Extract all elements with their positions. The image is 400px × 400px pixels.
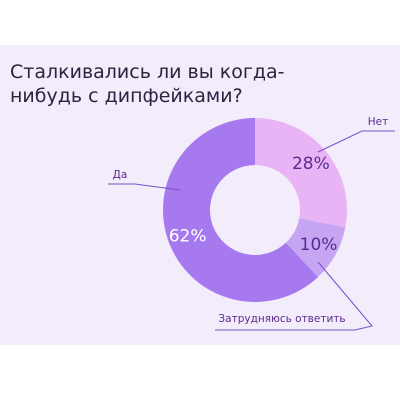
value-label: 10%	[300, 235, 338, 255]
value-label: 28%	[292, 154, 330, 174]
value-label: 62%	[169, 227, 207, 247]
category-label: Да	[113, 169, 128, 181]
category-label: Нет	[368, 116, 388, 128]
donut-segment	[255, 118, 347, 228]
leader-line	[215, 261, 373, 331]
chart-title: Сталкивались ли вы когда-нибудь с дипфей…	[10, 61, 285, 107]
leader-line	[108, 183, 181, 191]
donut-segment	[163, 118, 318, 302]
title-box: Сталкивались ли вы когда-нибудь с дипфей…	[10, 61, 285, 107]
category-label: Затрудняюсь ответить	[218, 313, 345, 325]
donut-segment	[285, 218, 346, 278]
leader-line	[317, 130, 395, 153]
